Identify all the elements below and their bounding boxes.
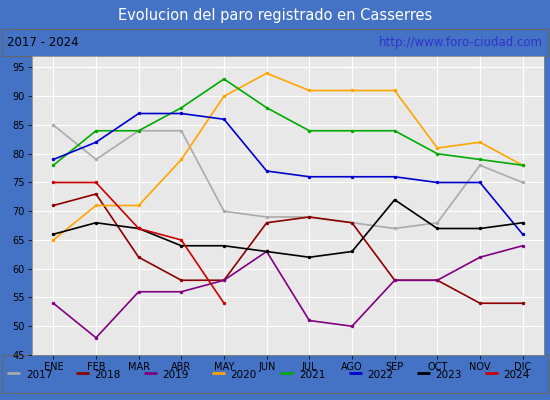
- Text: 2024: 2024: [504, 370, 530, 380]
- Text: 2023: 2023: [436, 370, 462, 380]
- Text: Evolucion del paro registrado en Casserres: Evolucion del paro registrado en Casserr…: [118, 8, 432, 23]
- Text: 2019: 2019: [162, 370, 189, 380]
- Text: 2022: 2022: [367, 370, 393, 380]
- Text: 2020: 2020: [230, 370, 257, 380]
- Text: 2017: 2017: [26, 370, 52, 380]
- Text: 2018: 2018: [94, 370, 120, 380]
- Text: 2017 - 2024: 2017 - 2024: [8, 36, 79, 49]
- Text: http://www.foro-ciudad.com: http://www.foro-ciudad.com: [378, 36, 542, 49]
- Text: 2021: 2021: [299, 370, 325, 380]
